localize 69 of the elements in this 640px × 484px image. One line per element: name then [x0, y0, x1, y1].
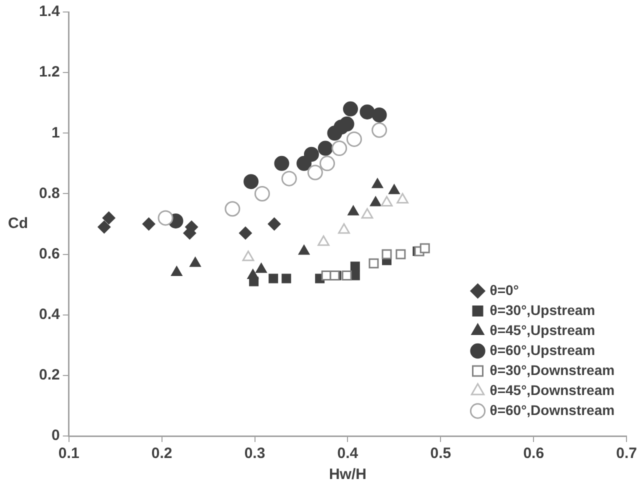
point	[281, 170, 297, 186]
legend-label: θ=30°,Upstream	[490, 302, 596, 318]
point	[346, 131, 362, 147]
point	[102, 211, 116, 224]
point	[158, 210, 174, 226]
point	[242, 250, 254, 262]
y-tick-label: 0.2	[38, 366, 60, 384]
point	[170, 266, 182, 276]
point	[343, 101, 358, 116]
legend-label: θ=45°,Downstream	[490, 382, 615, 398]
point	[318, 235, 330, 246]
y-axis-title: Cd	[8, 215, 28, 232]
point	[256, 262, 267, 273]
point	[372, 178, 384, 188]
point	[318, 140, 333, 156]
y-tick-label: 1.2	[38, 64, 60, 81]
y-tick-label: 0.4	[38, 306, 60, 323]
y-tick-label: 1.4	[38, 3, 60, 20]
point	[368, 258, 379, 268]
point	[361, 208, 374, 219]
x-tick-label: 0.1	[58, 445, 80, 462]
point	[348, 205, 359, 216]
point	[190, 256, 201, 267]
legend-label: θ=30°,Downstream	[490, 362, 615, 378]
point	[307, 164, 323, 180]
legend-label: θ=60°,Upstream	[490, 342, 596, 358]
x-tick-label: 0.6	[523, 445, 544, 462]
x-tick-label: 0.2	[151, 445, 172, 462]
y-tick-label: 1	[52, 124, 60, 142]
x-tick-label: 0.7	[616, 445, 638, 462]
point	[282, 274, 292, 284]
point	[332, 140, 348, 156]
y-tick-label: 0.8	[38, 184, 60, 202]
point	[370, 196, 382, 206]
x-tick-label: 0.5	[430, 445, 452, 462]
point	[320, 156, 336, 172]
point	[372, 107, 387, 122]
legend-label: θ=45°,Upstream	[490, 322, 596, 338]
point	[396, 193, 408, 204]
y-tick-label: 0.6	[38, 245, 60, 262]
x-axis-title: Hw/H	[328, 466, 366, 484]
point	[238, 226, 252, 240]
point	[339, 116, 354, 132]
legend-label: θ=60°,Downstream	[490, 402, 615, 418]
point	[268, 274, 278, 284]
point	[244, 174, 259, 190]
x-tick-label: 0.3	[244, 445, 266, 462]
point	[396, 249, 406, 260]
point	[254, 186, 270, 202]
point	[350, 262, 360, 272]
point	[98, 220, 111, 234]
point	[304, 146, 319, 162]
point	[298, 244, 310, 255]
point	[360, 104, 375, 120]
point	[247, 268, 259, 279]
y-tick-label: 0	[52, 427, 60, 444]
point	[224, 201, 240, 217]
point	[388, 184, 400, 194]
x-tick-label: 0.4	[337, 445, 359, 462]
point	[142, 218, 156, 230]
point	[420, 243, 430, 254]
legend-label: θ=0°	[490, 282, 519, 298]
point	[380, 196, 393, 207]
point	[342, 270, 352, 280]
point	[382, 249, 392, 260]
point	[338, 223, 350, 234]
point	[372, 122, 388, 138]
point	[274, 156, 290, 171]
point	[268, 218, 281, 230]
